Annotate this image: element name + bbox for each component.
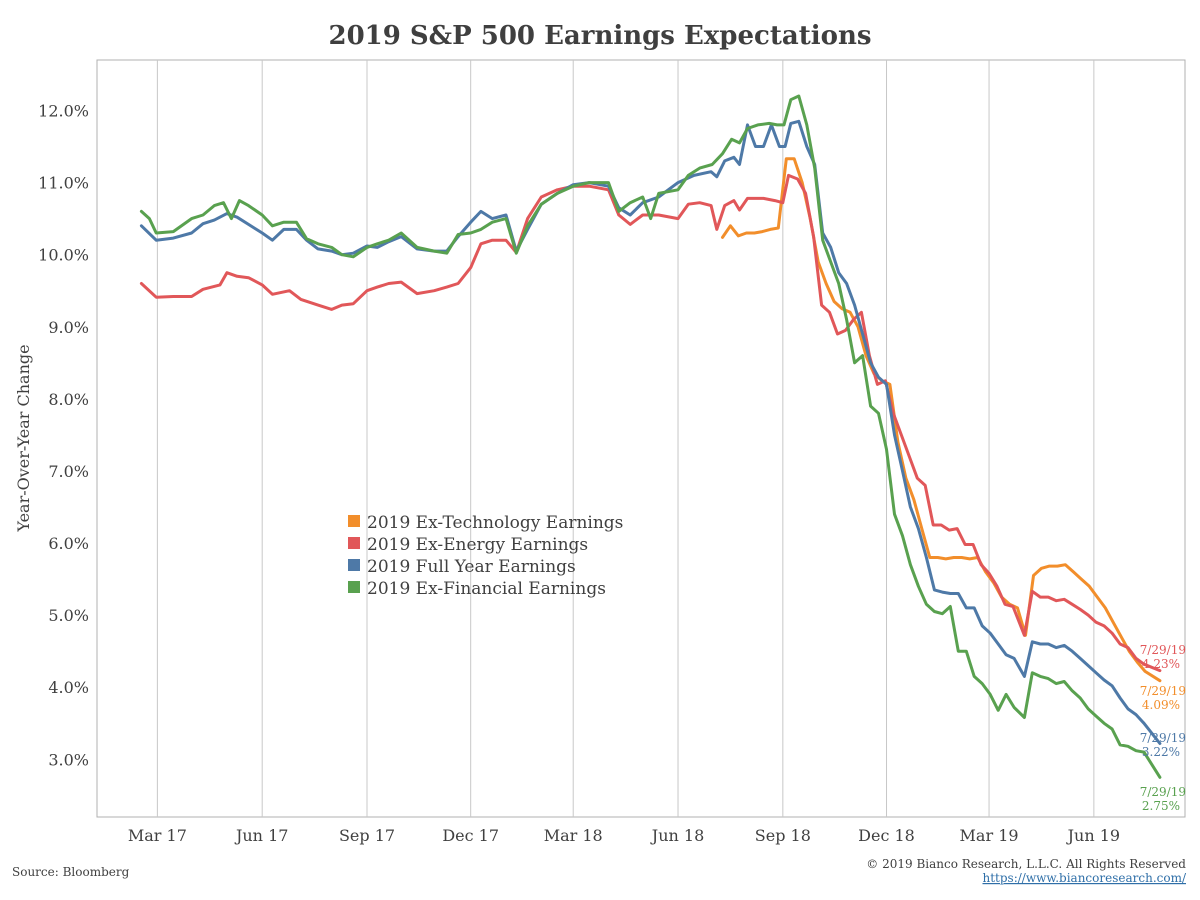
x-tick-label: Sep 18: [755, 826, 811, 845]
x-tick-label: Jun 17: [234, 826, 288, 845]
gridlines: [156, 60, 1095, 817]
x-tick-label: Jun 19: [1066, 826, 1120, 845]
x-tick-label: Dec 17: [442, 826, 499, 845]
end-date-label-2: 7/29/19: [1140, 731, 1186, 745]
end-value-labels: 7/29/194.09%7/29/194.23%7/29/193.22%7/29…: [1140, 643, 1186, 813]
x-tick-label: Sep 17: [339, 826, 395, 845]
source-note: Source: Bloomberg: [12, 865, 130, 879]
y-tick-label: 6.0%: [48, 534, 89, 553]
y-tick-label: 5.0%: [48, 606, 89, 625]
x-tick-label: Jun 18: [650, 826, 704, 845]
x-tick-label: Dec 18: [858, 826, 915, 845]
legend-swatch-0: [348, 515, 360, 527]
legend-swatch-2: [348, 559, 360, 571]
y-tick-label: 8.0%: [48, 390, 89, 409]
series-line-2: [139, 119, 1162, 745]
y-tick-label: 9.0%: [48, 318, 89, 337]
end-date-label-3: 7/29/19: [1140, 785, 1186, 799]
y-tick-label: 4.0%: [48, 678, 89, 697]
x-tick-label: Mar 17: [128, 826, 187, 845]
legend-label-0: 2019 Ex-Technology Earnings: [367, 513, 623, 533]
website-link[interactable]: https://www.biancoresearch.com/: [982, 871, 1186, 885]
series-line-1: [139, 173, 1162, 673]
series-lines: [139, 94, 1162, 779]
end-value-label-0: 4.09%: [1142, 698, 1180, 712]
plot-area-frame: [96, 59, 1186, 818]
x-tick-label: Mar 18: [544, 826, 603, 845]
end-value-label-2: 3.22%: [1142, 745, 1180, 759]
legend-swatch-1: [348, 537, 360, 549]
y-tick-label: 7.0%: [48, 462, 89, 481]
y-tick-label: 11.0%: [38, 174, 89, 193]
legend-label-3: 2019 Ex-Financial Earnings: [367, 579, 606, 599]
legend-label-2: 2019 Full Year Earnings: [367, 557, 576, 577]
end-value-label-1: 4.23%: [1142, 657, 1180, 671]
y-tick-label: 12.0%: [38, 101, 89, 120]
y-axis-label: Year-Over-Year Change: [14, 344, 33, 532]
y-tick-label: 10.0%: [38, 246, 89, 265]
end-date-label-1: 7/29/19: [1140, 643, 1186, 657]
end-date-label-0: 7/29/19: [1140, 684, 1186, 698]
copyright-note: © 2019 Bianco Research, L.L.C. All Right…: [866, 857, 1186, 871]
chart-title: 2019 S&P 500 Earnings Expectations: [328, 21, 871, 51]
x-tick-label: Mar 19: [960, 826, 1019, 845]
legend-label-1: 2019 Ex-Energy Earnings: [367, 535, 588, 555]
y-tick-label: 3.0%: [48, 750, 89, 769]
series-line-3: [139, 94, 1162, 779]
end-value-label-3: 2.75%: [1142, 799, 1180, 813]
legend-swatch-3: [348, 581, 360, 593]
x-axis-ticks: Mar 17 Jun 17 Sep 17 Dec 17 Mar 18 Jun 18 Sep …: [128, 826, 1120, 845]
series-line-0: [721, 157, 1162, 683]
y-axis-ticks: 3.0% 4.0% 5.0% 6.0% 7.0% 8.0% 9.0% 10.0% 11.0% 12…: [38, 101, 89, 769]
